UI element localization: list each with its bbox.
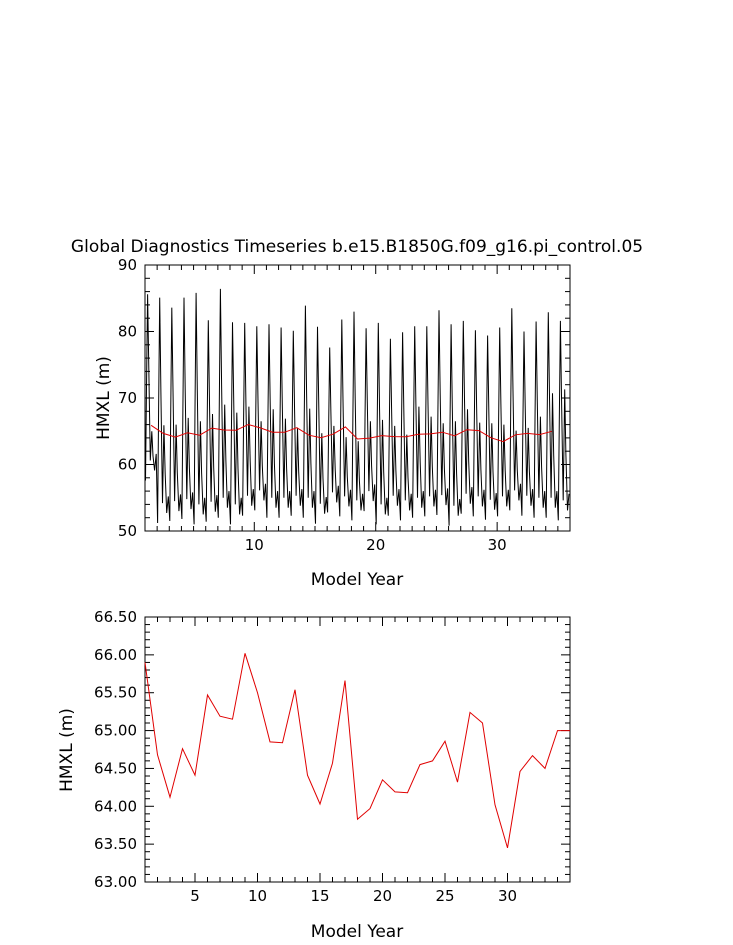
x-tick-label: 5 xyxy=(190,887,200,905)
y-tick-label: 60 xyxy=(118,456,137,474)
y-tick-label: 66.50 xyxy=(94,608,137,626)
x-tick-label: 25 xyxy=(435,887,454,905)
bottom-y-tick-labels: 63.00 63.50 64.00 64.50 65.00 65.50 66.00 66.50 xyxy=(94,608,137,891)
top-x-tick-labels: 10 20 30 xyxy=(245,536,507,554)
y-tick-label: 70 xyxy=(118,389,137,407)
y-tick-label: 66.00 xyxy=(94,646,137,664)
bottom-x-axis-label: Model Year xyxy=(311,922,403,942)
y-tick-label: 65.50 xyxy=(94,684,137,702)
x-tick-label: 30 xyxy=(488,536,507,554)
chart-title: Global Diagnostics Timeseries b.e15.B185… xyxy=(71,237,643,257)
annual-mean-series-line xyxy=(150,423,552,443)
top-y-tick-labels: 50 60 70 80 90 xyxy=(118,256,137,540)
monthly-series-line xyxy=(145,288,570,526)
y-tick-label: 90 xyxy=(118,256,137,274)
annual-mean-series-line xyxy=(144,653,570,849)
x-tick-label: 10 xyxy=(248,887,267,905)
x-tick-label: 10 xyxy=(245,536,264,554)
y-tick-label: 64.00 xyxy=(94,797,137,815)
bottom-panel: 63.00 63.50 64.00 64.50 65.00 65.50 66.00 66.50… xyxy=(57,608,571,942)
bottom-x-tick-labels: 5 10 15 20 25 30 xyxy=(190,887,517,905)
top-y-axis-label: HMXL (m) xyxy=(94,356,114,440)
bottom-axis-ticks xyxy=(144,616,571,883)
x-tick-label: 15 xyxy=(310,887,329,905)
x-tick-label: 20 xyxy=(373,887,392,905)
x-tick-label: 20 xyxy=(366,536,385,554)
y-tick-label: 64.50 xyxy=(94,759,137,777)
bottom-y-axis-label: HMXL (m) xyxy=(57,708,77,792)
y-tick-label: 50 xyxy=(118,522,137,540)
y-tick-label: 63.00 xyxy=(94,873,137,891)
y-tick-label: 65.00 xyxy=(94,722,137,740)
y-tick-label: 80 xyxy=(118,323,137,341)
top-axis-ticks xyxy=(144,264,571,532)
x-tick-label: 30 xyxy=(498,887,517,905)
top-x-axis-label: Model Year xyxy=(311,570,403,590)
y-tick-label: 63.50 xyxy=(94,835,137,853)
top-panel: 50 60 70 80 90 10 20 30 Model Year HMXL (m) xyxy=(94,256,571,590)
